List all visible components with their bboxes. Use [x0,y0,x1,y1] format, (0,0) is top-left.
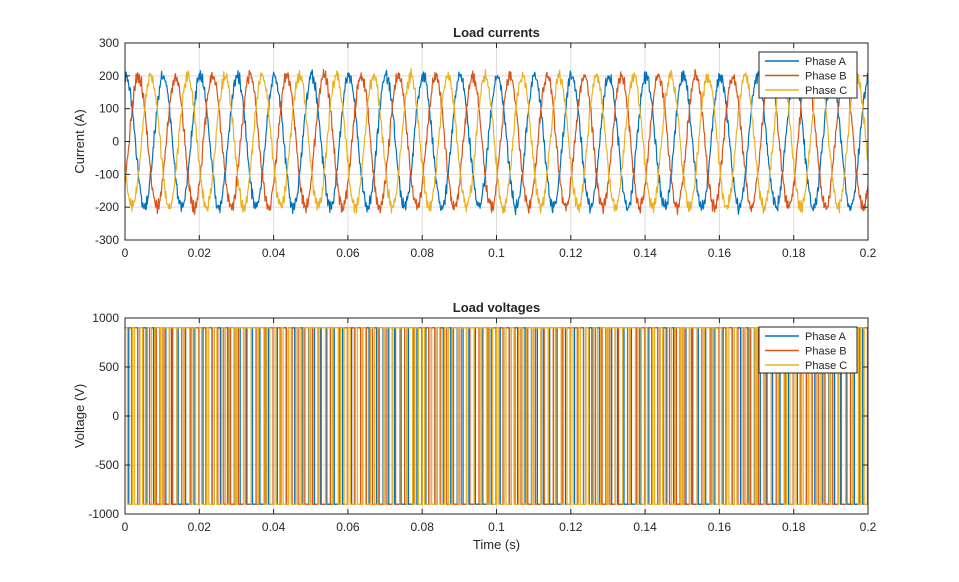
plot1-ytick-label: 200 [99,69,119,83]
plot2-xtick-label: 0.08 [411,520,435,534]
plot2-ytick-label: -1000 [88,507,119,521]
plot2-ytick-label: 500 [99,360,119,374]
plot2-series-group [125,327,868,505]
plot1-xtick-label: 0.12 [559,246,583,260]
plot1-series-phase-b-line [125,68,868,216]
plot2-ytick-label: 1000 [92,311,119,325]
plot2-legend-label: Phase A [805,331,847,343]
plot1-xtick-label: 0.18 [782,246,806,260]
plot2-title: Load voltages [453,300,540,315]
plot1-legend-label: Phase C [805,85,847,97]
plot2-xtick-label: 0.06 [336,520,360,534]
plot2-xlabel: Time (s) [473,537,520,552]
plot1-ytick-label: -100 [95,167,119,181]
plot1-xtick-label: 0.08 [411,246,435,260]
plot1-legend-label: Phase B [805,71,847,83]
plot1-legend-label: Phase A [805,56,847,68]
plot1-series-phase-a-line [125,69,868,216]
plot1-series-phase-c-line [125,67,868,214]
plot2-xtick-label: 0.2 [860,520,877,534]
plot2-xtick-label: 0.02 [188,520,212,534]
plot1-ytick-label: 100 [99,102,119,116]
plot2-xtick-label: 0.1 [488,520,505,534]
plot2-xtick-label: 0.04 [262,520,286,534]
plot1-ytick-label: 300 [99,36,119,50]
plot2-ytick-label: -500 [95,458,119,472]
plot1-xtick-label: 0.1 [488,246,505,260]
plot1-xtick-label: 0.16 [708,246,732,260]
plot2-legend-label: Phase B [805,346,847,358]
plot1-xtick-label: 0.06 [336,246,360,260]
plot1-xtick-label: 0.04 [262,246,286,260]
plot1-ytick-label: -300 [95,233,119,247]
plot1-xtick-label: 0 [122,246,129,260]
plot2-legend-label: Phase C [805,360,847,372]
plot2-ytick-label: 0 [112,409,119,423]
plot1-xtick-label: 0.2 [860,246,877,260]
plot2-xtick-label: 0 [122,520,129,534]
plot2-xtick-label: 0.18 [782,520,806,534]
plot2-xtick-label: 0.16 [708,520,732,534]
plot2-legend[interactable]: Phase A Phase B Phase C [758,326,858,374]
plot1-ytick-label: 0 [112,135,119,149]
plot1-ytick-label: -200 [95,200,119,214]
plot1-xtick-label: 0.14 [633,246,657,260]
plot1-legend[interactable]: Phase A Phase B Phase C [758,51,858,99]
plot1-xtick-label: 0.02 [188,246,212,260]
plot1-ylabel: Current (A) [72,109,87,173]
plot2-ylabel: Voltage (V) [72,384,87,448]
plot2-xtick-label: 0.12 [559,520,583,534]
plot1-axes: 0 0.02 0.04 0.06 0.08 0.1 0.12 0.14 0.16 0.18 0.2 -… [72,25,877,260]
plot2-series-phase-c-line [125,327,868,505]
plot2-axes: 0 0.02 0.04 0.06 0.08 0.1 0.12 0.14 0.16 0.18 0.2 -… [72,300,877,552]
plot2-xtick-label: 0.14 [633,520,657,534]
plot1-series-group [125,67,868,216]
plot1-title: Load currents [453,25,540,40]
